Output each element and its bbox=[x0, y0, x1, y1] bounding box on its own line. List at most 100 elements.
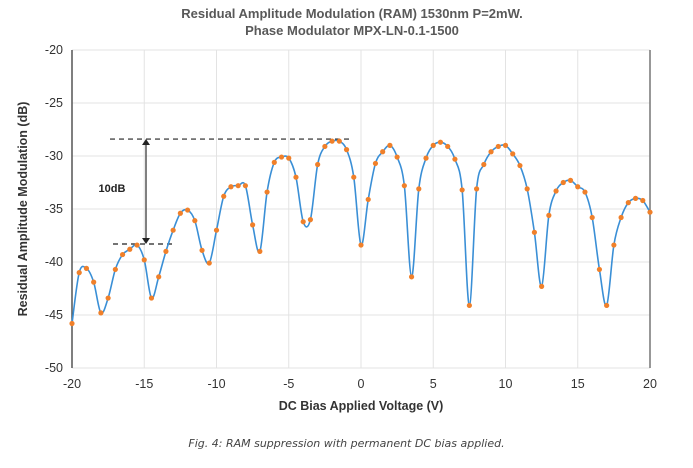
data-point bbox=[112, 266, 118, 273]
y-tick-label: -40 bbox=[45, 255, 63, 269]
y-tick-label: -20 bbox=[45, 43, 63, 57]
data-point bbox=[546, 212, 552, 218]
x-tick-label: -20 bbox=[63, 377, 81, 391]
figure-caption: Fig. 4: RAM suppression with permanent D… bbox=[188, 437, 505, 450]
ram-series-markers bbox=[69, 138, 653, 327]
x-tick-label: 10 bbox=[499, 377, 513, 391]
data-point bbox=[539, 283, 545, 289]
data-point bbox=[105, 295, 111, 301]
data-point bbox=[416, 186, 422, 192]
data-point bbox=[148, 295, 155, 301]
data-point bbox=[401, 183, 407, 189]
data-point bbox=[567, 177, 574, 183]
data-point bbox=[300, 219, 306, 225]
arrow-head-up bbox=[142, 139, 150, 146]
x-tick-label: -15 bbox=[135, 377, 153, 391]
data-point bbox=[221, 193, 227, 199]
data-point bbox=[98, 310, 104, 316]
data-point bbox=[625, 200, 631, 206]
data-point bbox=[250, 222, 256, 228]
x-tick-label: 15 bbox=[571, 377, 585, 391]
grid bbox=[71, 49, 651, 369]
x-tick-label: 0 bbox=[358, 377, 365, 391]
data-point bbox=[358, 242, 364, 248]
data-point bbox=[380, 149, 386, 155]
data-point bbox=[488, 149, 494, 155]
data-point bbox=[170, 227, 176, 233]
data-point bbox=[640, 197, 646, 204]
data-point bbox=[531, 229, 538, 235]
data-point bbox=[134, 242, 140, 248]
arrow-head-down bbox=[142, 237, 150, 244]
data-point bbox=[430, 142, 436, 148]
data-point bbox=[329, 138, 335, 144]
data-point bbox=[199, 247, 205, 253]
data-point bbox=[343, 147, 350, 153]
data-point bbox=[185, 207, 191, 213]
data-point bbox=[632, 195, 639, 201]
data-point bbox=[322, 143, 328, 150]
chart-title-line-1: Residual Amplitude Modulation (RAM) 1530… bbox=[181, 6, 523, 21]
data-point bbox=[481, 161, 487, 168]
data-point bbox=[589, 214, 595, 221]
data-point bbox=[141, 257, 147, 263]
data-point bbox=[452, 156, 458, 162]
data-point bbox=[502, 142, 509, 148]
x-tick-label: -5 bbox=[283, 377, 294, 391]
data-point bbox=[582, 189, 588, 195]
data-point bbox=[647, 209, 653, 215]
data-point bbox=[474, 186, 480, 192]
data-point bbox=[91, 279, 97, 285]
data-point bbox=[307, 217, 314, 223]
ram-series-line bbox=[71, 139, 651, 324]
data-point bbox=[242, 183, 248, 189]
data-point bbox=[560, 179, 566, 186]
data-point bbox=[315, 161, 321, 168]
data-point bbox=[264, 189, 270, 195]
data-point bbox=[575, 184, 581, 190]
y-tick-label: -25 bbox=[45, 96, 63, 110]
data-point bbox=[423, 155, 429, 161]
data-point bbox=[524, 186, 530, 192]
data-point bbox=[228, 184, 234, 190]
x-tick-label: 20 bbox=[643, 377, 657, 391]
data-point bbox=[459, 187, 465, 193]
data-point bbox=[517, 162, 523, 169]
y-axis-label: Residual Amplitude Modulation (dB) bbox=[16, 102, 30, 317]
data-point bbox=[445, 143, 451, 150]
data-point bbox=[611, 242, 617, 248]
data-point bbox=[437, 139, 444, 145]
data-point bbox=[213, 227, 220, 233]
x-tick-labels: -20 -15 -10 -5 0 5 10 15 20 bbox=[63, 377, 657, 391]
x-tick-label: -10 bbox=[207, 377, 225, 391]
data-point bbox=[596, 266, 603, 273]
y-tick-label: -30 bbox=[45, 149, 63, 163]
data-point bbox=[618, 214, 624, 221]
data-point bbox=[163, 248, 169, 254]
y-tick-label: -50 bbox=[45, 361, 63, 375]
data-point bbox=[271, 159, 277, 165]
x-axis-label: DC Bias Applied Voltage (V) bbox=[279, 399, 444, 413]
data-point bbox=[119, 251, 126, 258]
data-point bbox=[408, 274, 415, 280]
y-tick-label: -35 bbox=[45, 202, 63, 216]
data-point bbox=[177, 210, 183, 216]
data-point bbox=[127, 246, 133, 252]
data-point bbox=[510, 151, 516, 157]
data-point bbox=[351, 174, 357, 180]
data-point bbox=[206, 260, 212, 266]
ram-chart: Residual Amplitude Modulation (RAM) 1530… bbox=[16, 6, 657, 413]
data-point bbox=[278, 154, 285, 160]
data-point bbox=[69, 320, 75, 327]
data-point bbox=[336, 138, 342, 144]
data-point bbox=[387, 142, 393, 148]
data-point bbox=[235, 183, 241, 189]
data-point bbox=[394, 154, 400, 160]
chart-title-line-2: Phase Modulator MPX-LN-0.1-1500 bbox=[245, 23, 459, 38]
data-point bbox=[365, 196, 371, 203]
data-point bbox=[466, 302, 472, 309]
data-point bbox=[286, 155, 292, 161]
data-point bbox=[156, 274, 162, 280]
data-point bbox=[257, 248, 263, 254]
y-tick-labels: -20 -25 -30 -35 -40 -45 -50 bbox=[45, 43, 63, 375]
